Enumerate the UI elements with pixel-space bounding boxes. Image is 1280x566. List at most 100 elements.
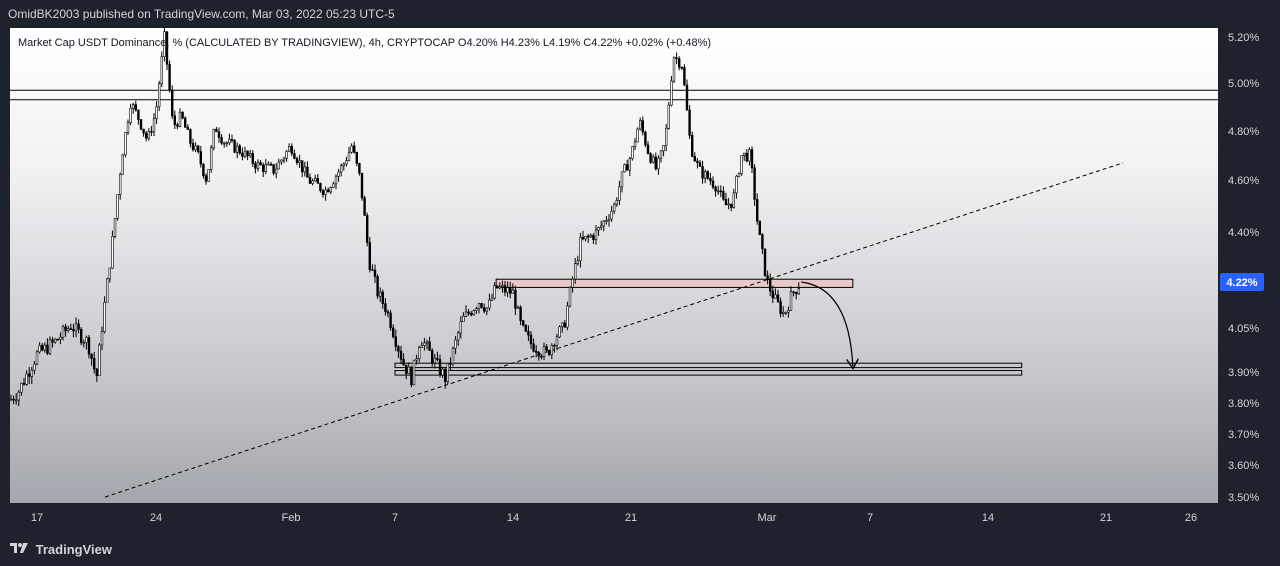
- candle-body: [727, 203, 730, 206]
- dashed-trendline[interactable]: [104, 162, 1124, 498]
- candle: [462, 312, 465, 323]
- time-tick-label: Mar: [758, 512, 777, 524]
- candle: [641, 116, 645, 136]
- candle-body: [735, 175, 738, 194]
- candle-body: [534, 350, 538, 353]
- candle: [347, 146, 351, 162]
- price-tick-label: 3.90%: [1228, 367, 1259, 379]
- candle: [306, 161, 309, 178]
- candle: [797, 282, 801, 295]
- candle: [417, 345, 421, 363]
- candle-body: [586, 235, 590, 238]
- candle-body: [430, 350, 434, 364]
- candle: [230, 134, 234, 143]
- price-tick-label: 4.05%: [1228, 323, 1259, 335]
- candle-body: [9, 398, 13, 401]
- candle: [269, 161, 273, 167]
- candle-body: [150, 131, 153, 133]
- candle-body: [147, 131, 150, 139]
- price-tick-label: 3.50%: [1228, 492, 1259, 504]
- candle: [446, 363, 449, 384]
- support-zone-lower[interactable]: [394, 370, 1023, 376]
- candle-body: [111, 236, 114, 269]
- time-tick-label: 26: [1185, 512, 1197, 524]
- candle: [158, 80, 161, 112]
- candle-body: [792, 291, 795, 294]
- candle: [727, 197, 730, 210]
- candle: [794, 291, 798, 300]
- candle-body: [794, 291, 798, 295]
- candle: [316, 174, 319, 184]
- candle-body: [477, 303, 481, 309]
- candle-body: [750, 149, 754, 169]
- candle-body: [514, 289, 517, 309]
- candle: [126, 119, 130, 135]
- candle-body: [462, 315, 465, 323]
- candle-body: [456, 332, 460, 341]
- candle: [324, 186, 327, 201]
- candle-body: [119, 174, 122, 195]
- candle-body: [342, 163, 345, 167]
- footer-brand[interactable]: TradingView: [0, 536, 300, 562]
- tradingview-logo-icon: [10, 537, 30, 563]
- candle-body: [511, 289, 514, 294]
- candle-body: [106, 278, 109, 303]
- candle: [350, 143, 353, 154]
- candle: [688, 105, 691, 139]
- candle: [644, 130, 647, 148]
- candle-body: [594, 229, 598, 240]
- projection-arrow[interactable]: [801, 281, 853, 366]
- candle: [223, 141, 226, 148]
- time-axis[interactable]: [10, 503, 1218, 529]
- candle: [394, 329, 397, 352]
- candle: [602, 219, 606, 232]
- candle-body: [391, 327, 395, 338]
- candle: [389, 310, 392, 331]
- candle: [69, 323, 73, 331]
- support-zone-upper[interactable]: [394, 362, 1023, 369]
- candle: [155, 101, 158, 124]
- candle-body: [373, 269, 377, 277]
- candle-body: [690, 135, 694, 157]
- candle-body: [722, 190, 725, 200]
- candle-body: [363, 197, 366, 216]
- candle: [121, 153, 125, 175]
- candle: [623, 163, 626, 173]
- price-axis[interactable]: [1218, 28, 1280, 503]
- candle: [758, 220, 762, 236]
- candle-body: [15, 399, 18, 402]
- candle-body: [618, 186, 621, 201]
- candle: [514, 285, 517, 315]
- candle: [781, 306, 785, 317]
- candle: [74, 317, 78, 338]
- candle-body: [225, 142, 228, 145]
- candle-body: [495, 285, 499, 289]
- candle: [311, 178, 314, 186]
- candle: [85, 335, 88, 350]
- candle: [264, 159, 267, 175]
- candle: [53, 338, 57, 344]
- candle-body: [404, 364, 408, 374]
- candle: [550, 343, 554, 360]
- candle: [436, 351, 439, 362]
- candle-body: [776, 294, 780, 302]
- zone-4.22[interactable]: [495, 278, 854, 288]
- candle: [711, 176, 715, 190]
- candle: [355, 151, 358, 166]
- candle-body: [282, 157, 286, 161]
- candle-body: [306, 166, 309, 178]
- chart-pane[interactable]: [10, 28, 1218, 503]
- candle: [412, 359, 416, 386]
- candle: [352, 141, 356, 154]
- candle-body: [732, 192, 736, 208]
- candle: [750, 146, 754, 173]
- candle: [425, 339, 429, 350]
- candle-body: [636, 128, 639, 143]
- candle-body: [761, 234, 764, 250]
- candle: [651, 154, 655, 164]
- candle-body: [25, 373, 28, 385]
- candle-body: [659, 150, 663, 159]
- candle: [261, 162, 265, 178]
- candle-body: [753, 167, 756, 200]
